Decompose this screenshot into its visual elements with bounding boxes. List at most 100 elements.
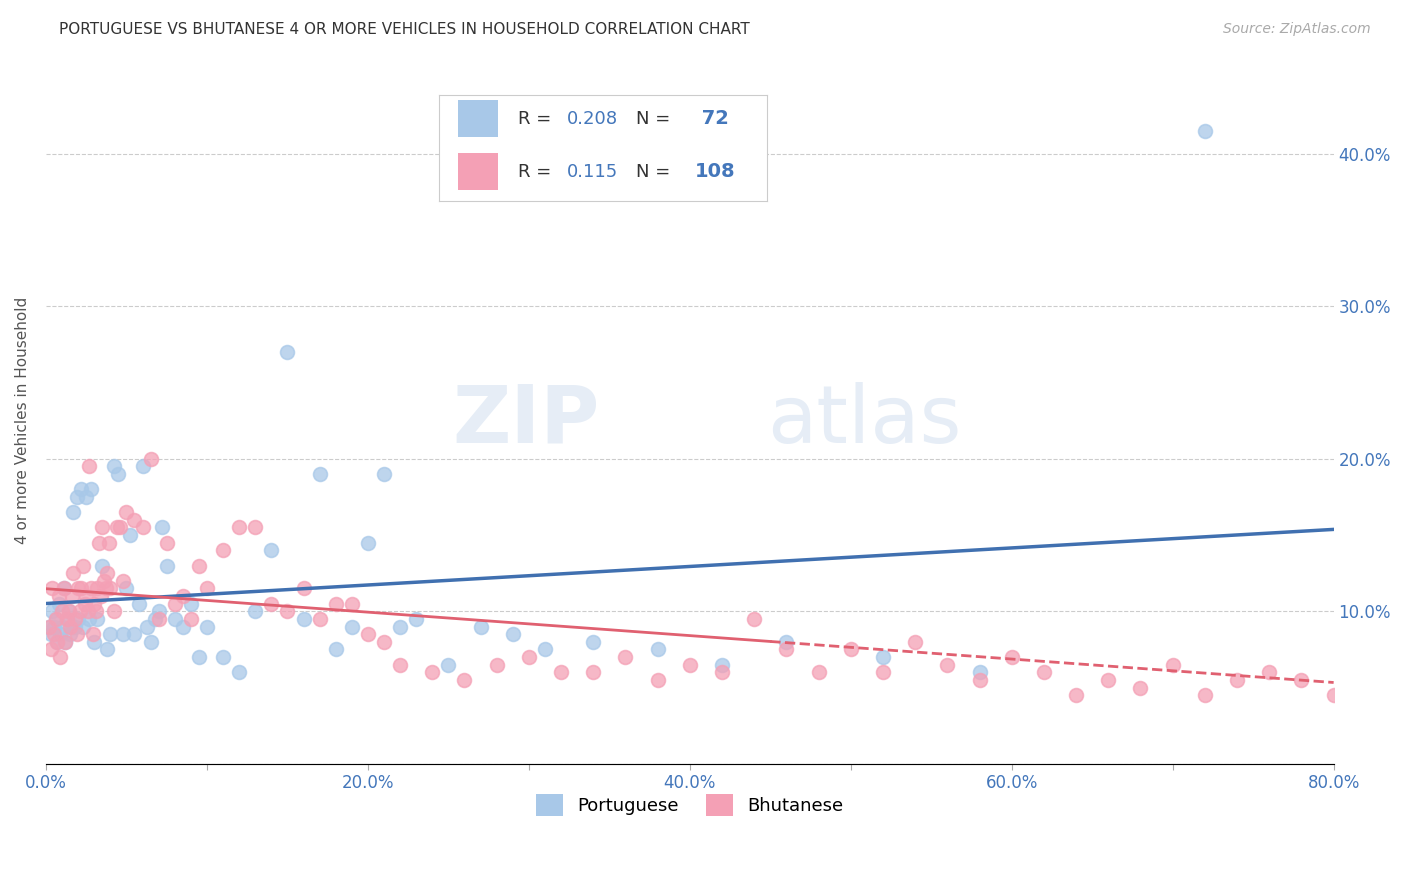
Point: [52, 582, 75, 596]
Point: [46, 635, 69, 649]
Point: [1258, 665, 1281, 680]
Point: [58, 604, 80, 618]
Point: [212, 543, 235, 558]
Text: atlas: atlas: [768, 382, 962, 459]
Point: [260, 597, 283, 611]
Point: [63, 619, 86, 633]
Point: [83, 635, 105, 649]
Point: [38, 619, 60, 633]
Point: [647, 673, 669, 687]
Point: [187, 558, 209, 573]
Point: [80, 582, 103, 596]
Point: [90, 589, 112, 603]
Point: [49, 650, 72, 665]
Point: [325, 597, 347, 611]
Point: [156, 558, 179, 573]
Point: [48, 589, 70, 603]
Point: [156, 535, 179, 549]
Point: [308, 612, 330, 626]
Point: [195, 582, 218, 596]
Point: [75, 490, 97, 504]
Point: [48, 597, 70, 611]
Point: [485, 657, 508, 672]
Point: [103, 604, 125, 618]
Point: [437, 657, 460, 672]
Point: [453, 673, 475, 687]
Point: [373, 467, 395, 481]
Point: [1001, 650, 1024, 665]
Point: [41, 582, 63, 596]
Point: [340, 597, 363, 611]
Point: [180, 612, 202, 626]
Point: [45, 612, 67, 626]
Point: [62, 566, 84, 581]
Point: [163, 612, 186, 626]
Point: [59, 627, 82, 641]
Point: [69, 604, 91, 618]
Point: [42, 619, 65, 633]
Point: [112, 574, 135, 588]
Point: [115, 505, 138, 519]
Point: [39, 642, 62, 657]
Point: [148, 612, 170, 626]
Point: [51, 604, 73, 618]
Point: [969, 673, 991, 687]
Point: [775, 635, 797, 649]
Point: [180, 597, 202, 611]
Point: [42, 627, 65, 641]
Point: [53, 635, 76, 649]
Point: [136, 619, 159, 633]
Point: [82, 627, 104, 641]
Point: [292, 582, 315, 596]
Point: [118, 528, 141, 542]
Point: [904, 635, 927, 649]
Point: [112, 627, 135, 641]
Point: [39, 627, 62, 641]
Point: [103, 459, 125, 474]
Point: [308, 467, 330, 481]
Point: [52, 582, 75, 596]
Point: [96, 566, 118, 581]
Point: [139, 635, 162, 649]
Point: [65, 490, 87, 504]
Point: [172, 589, 194, 603]
Point: [45, 612, 67, 626]
Point: [245, 604, 267, 618]
Point: [276, 345, 298, 359]
Point: [124, 513, 146, 527]
Point: [76, 604, 98, 618]
Point: [96, 642, 118, 657]
Point: [97, 535, 120, 549]
Point: [73, 597, 96, 611]
Point: [228, 520, 250, 534]
Point: [93, 574, 115, 588]
Point: [63, 612, 86, 626]
Y-axis label: 4 or more Vehicles in Household: 4 or more Vehicles in Household: [15, 297, 30, 544]
Point: [163, 597, 186, 611]
Point: [357, 535, 380, 549]
Point: [62, 505, 84, 519]
Point: [582, 635, 605, 649]
Point: [373, 635, 395, 649]
Point: [91, 558, 114, 573]
Point: [98, 582, 121, 596]
Text: PORTUGUESE VS BHUTANESE 4 OR MORE VEHICLES IN HOUSEHOLD CORRELATION CHART: PORTUGUESE VS BHUTANESE 4 OR MORE VEHICL…: [59, 22, 749, 37]
Point: [98, 627, 121, 641]
Point: [79, 459, 101, 474]
Point: [807, 665, 830, 680]
Point: [245, 520, 267, 534]
Point: [276, 604, 298, 618]
Point: [775, 642, 797, 657]
Point: [59, 619, 82, 633]
Point: [60, 589, 83, 603]
Point: [65, 627, 87, 641]
Point: [340, 619, 363, 633]
Point: [1291, 673, 1313, 687]
Point: [839, 642, 862, 657]
Point: [679, 657, 702, 672]
Point: [38, 619, 60, 633]
Point: [742, 612, 765, 626]
Point: [420, 665, 443, 680]
Point: [872, 665, 894, 680]
Point: [936, 657, 959, 672]
